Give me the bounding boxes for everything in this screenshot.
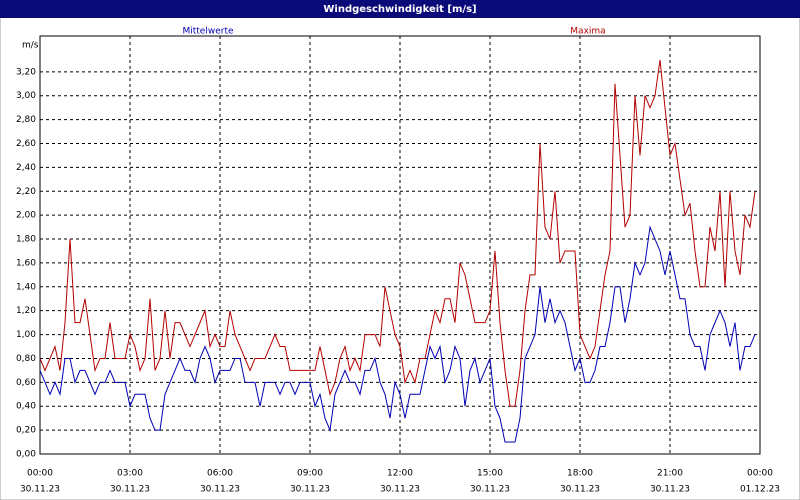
y-tick-label: 2,80 [16,115,36,125]
y-tick-label: 2,60 [16,139,36,149]
x-tick-label: 09:00 [297,469,323,479]
y-tick-label: 2,20 [16,187,36,197]
y-tick-label: 1,00 [16,330,36,340]
x-tick-label: 03:00 [117,469,143,479]
chart-title: Windgeschwindigkeit [m/s] [323,4,476,15]
title-bar [0,0,800,18]
x-tick-date: 30.11.23 [110,485,150,495]
y-tick-label: 0,60 [16,378,36,388]
x-tick-date: 30.11.23 [380,485,420,495]
x-tick-date: 30.11.23 [650,485,690,495]
y-axis-label: m/s [22,41,39,51]
y-tick-label: 1,60 [16,258,36,268]
legend-entry: Maxima [570,27,605,37]
x-tick-date: 30.11.23 [20,485,60,495]
series-line [39,59,756,407]
x-tick-label: 12:00 [387,469,413,479]
y-tick-label: 2,00 [16,211,36,221]
x-tick-date: 30.11.23 [560,485,600,495]
plot-frame [39,35,761,455]
y-tick-label: 1,80 [16,235,36,245]
x-tick-label: 06:00 [207,469,233,479]
y-tick-label: 3,00 [16,91,36,101]
x-tick-date: 30.11.23 [470,485,510,495]
y-tick-label: 0,20 [16,426,36,436]
x-tick-date: 30.11.23 [200,485,240,495]
y-tick-label: 3,20 [16,67,36,77]
legend-entry: Mittelwerte [182,27,233,37]
y-tick-label: 2,40 [16,163,36,173]
x-tick-label: 18:00 [567,469,593,479]
y-tick-label: 1,40 [16,282,36,292]
y-tick-label: 0,80 [16,354,36,364]
y-tick-label: 1,20 [16,306,36,316]
x-tick-label: 00:00 [747,469,773,479]
y-tick-label: 0,40 [16,402,36,412]
x-tick-date: 01.12.23 [740,485,780,495]
y-tick-label: 0,00 [16,450,36,460]
x-tick-label: 21:00 [657,469,683,479]
x-tick-label: 00:00 [27,469,53,479]
x-tick-label: 15:00 [477,469,503,479]
x-tick-date: 30.11.23 [290,485,330,495]
series-line [39,225,756,443]
